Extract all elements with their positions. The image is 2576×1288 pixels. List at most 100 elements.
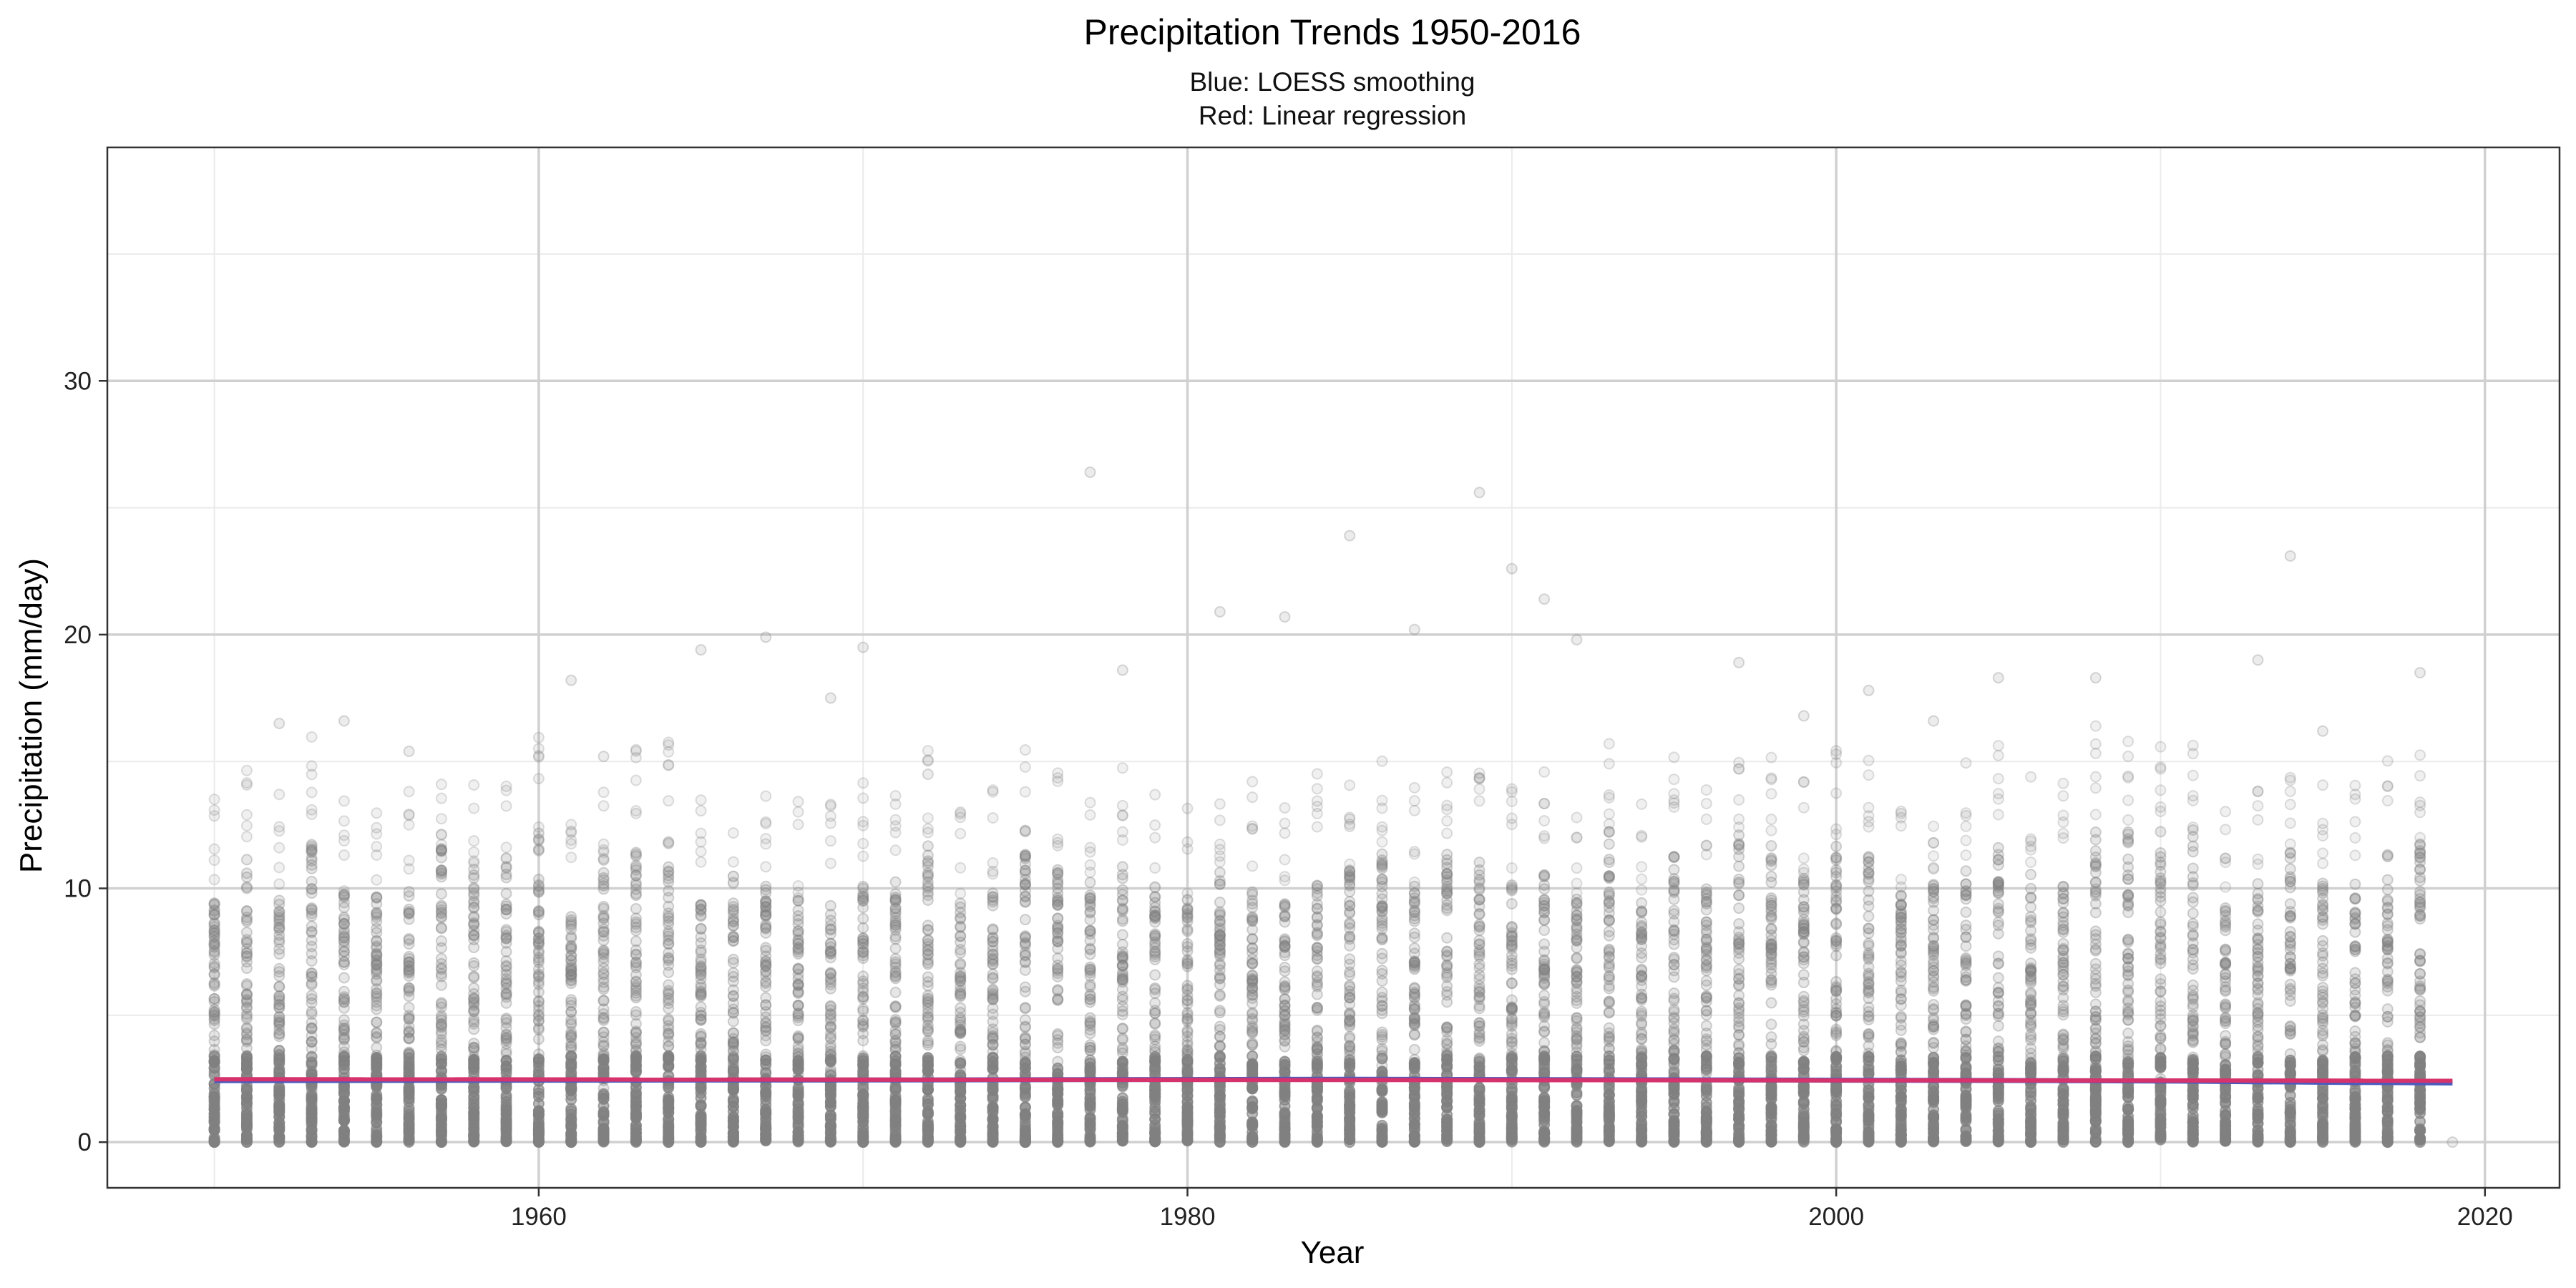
data-point	[1376, 880, 1388, 892]
data-point	[922, 1136, 934, 1148]
data-point	[273, 970, 286, 982]
data-point	[597, 1107, 610, 1119]
data-point	[663, 1040, 675, 1052]
data-point	[1473, 949, 1485, 961]
data-point	[273, 1016, 286, 1028]
data-point	[695, 990, 707, 1002]
data-point	[240, 1043, 253, 1055]
data-point	[468, 960, 480, 972]
data-point	[240, 1063, 253, 1075]
data-point	[857, 777, 869, 789]
data-point	[208, 992, 220, 1005]
data-point	[1408, 887, 1420, 899]
data-point	[1538, 815, 1551, 827]
data-point	[208, 1013, 220, 1025]
data-point	[1538, 830, 1551, 842]
data-point	[1149, 902, 1161, 914]
data-point	[273, 1001, 286, 1013]
data-point	[889, 967, 902, 979]
data-point	[922, 957, 934, 969]
data-point	[630, 869, 642, 882]
data-point	[1473, 772, 1485, 784]
data-point	[1311, 783, 1323, 795]
data-point	[371, 957, 383, 970]
data-point	[1149, 862, 1161, 874]
data-point	[1084, 1129, 1096, 1141]
data-point	[1116, 990, 1128, 1002]
data-point	[955, 887, 967, 899]
data-point	[1084, 809, 1096, 821]
data-point	[1473, 1104, 1485, 1116]
data-point	[857, 1003, 869, 1015]
data-point	[1408, 956, 1420, 968]
data-point	[695, 979, 707, 991]
data-point	[824, 1000, 836, 1012]
data-point	[240, 1062, 253, 1074]
data-point	[1473, 969, 1485, 981]
data-point	[727, 957, 739, 969]
chart-title: Precipitation Trends 1950-2016	[1084, 12, 1581, 52]
data-point	[1473, 893, 1485, 905]
data-point	[500, 887, 512, 899]
data-point	[1214, 1110, 1226, 1122]
data-point	[1149, 1127, 1161, 1139]
data-point	[208, 904, 220, 916]
data-point	[273, 999, 286, 1011]
data-point	[955, 944, 967, 956]
data-point	[1636, 861, 1648, 873]
data-point	[663, 865, 675, 877]
data-point	[1473, 864, 1485, 876]
data-point	[1408, 896, 1420, 908]
data-point	[889, 1043, 902, 1055]
data-point	[532, 986, 545, 998]
data-point	[468, 992, 480, 1004]
data-point	[240, 936, 253, 948]
data-point	[857, 850, 869, 862]
data-point	[1506, 862, 1518, 874]
data-point	[1246, 791, 1259, 804]
data-point	[240, 1027, 253, 1039]
data-point	[1473, 1017, 1485, 1029]
data-point	[468, 972, 480, 984]
data-point	[1311, 821, 1323, 833]
data-point	[922, 1064, 934, 1076]
data-point	[663, 746, 675, 758]
data-point	[1116, 884, 1128, 896]
data-point	[889, 876, 902, 888]
data-point	[240, 994, 253, 1006]
data-point	[1603, 870, 1615, 882]
data-point	[208, 935, 220, 947]
data-point	[435, 979, 447, 991]
data-point	[792, 1063, 804, 1075]
data-point	[1344, 858, 1356, 870]
data-point	[1668, 959, 1680, 971]
data-point	[695, 1028, 707, 1040]
data-point	[1181, 887, 1194, 899]
data-point	[306, 1023, 318, 1035]
data-point	[1538, 883, 1551, 895]
data-point	[468, 1023, 480, 1035]
data-point	[240, 997, 253, 1009]
data-point	[371, 828, 383, 840]
data-point	[1311, 1048, 1323, 1060]
data-point	[1668, 788, 1680, 800]
data-point	[597, 1059, 610, 1071]
data-point	[1019, 1002, 1031, 1015]
data-point	[760, 790, 772, 802]
data-point	[1019, 1101, 1031, 1113]
data-point	[240, 988, 253, 1000]
data-point	[1603, 1121, 1615, 1133]
data-point	[792, 999, 804, 1011]
data-point	[1473, 783, 1485, 795]
data-point	[240, 951, 253, 963]
data-point	[987, 958, 999, 970]
data-point	[1149, 1040, 1161, 1053]
data-point	[987, 811, 999, 824]
data-point	[565, 1136, 577, 1148]
data-point	[1019, 1033, 1031, 1045]
data-point	[208, 941, 220, 953]
data-point	[208, 1003, 220, 1015]
data-point	[1149, 1007, 1161, 1019]
data-point	[889, 933, 902, 945]
data-point	[273, 906, 286, 918]
